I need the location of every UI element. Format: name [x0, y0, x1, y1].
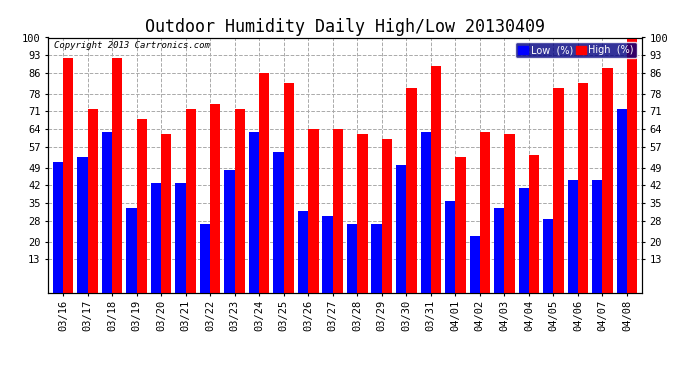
Bar [52, 162, 63, 292]
Bar [480, 132, 490, 292]
Bar [101, 132, 112, 292]
Bar [578, 83, 589, 292]
Bar [568, 180, 578, 292]
Bar [627, 38, 638, 292]
Bar [504, 134, 515, 292]
Bar [470, 236, 480, 292]
Bar [151, 183, 161, 292]
Bar [249, 132, 259, 292]
Bar [224, 170, 235, 292]
Bar [322, 216, 333, 292]
Bar [161, 134, 171, 292]
Bar [445, 201, 455, 292]
Bar [88, 109, 98, 292]
Bar [431, 66, 441, 292]
Bar [553, 88, 564, 292]
Bar [617, 109, 627, 292]
Bar [112, 58, 122, 292]
Bar [273, 152, 284, 292]
Bar [63, 58, 73, 292]
Bar [259, 73, 270, 292]
Bar [235, 109, 245, 292]
Bar [519, 188, 529, 292]
Bar [529, 155, 539, 292]
Bar [308, 129, 319, 292]
Bar [347, 224, 357, 292]
Text: Copyright 2013 Cartronics.com: Copyright 2013 Cartronics.com [55, 41, 210, 50]
Legend: Low  (%), High  (%): Low (%), High (%) [515, 42, 637, 58]
Bar [200, 224, 210, 292]
Bar [298, 211, 308, 292]
Bar [357, 134, 368, 292]
Bar [543, 219, 553, 292]
Title: Outdoor Humidity Daily High/Low 20130409: Outdoor Humidity Daily High/Low 20130409 [145, 18, 545, 36]
Bar [592, 180, 602, 292]
Bar [494, 209, 504, 292]
Bar [396, 165, 406, 292]
Bar [175, 183, 186, 292]
Bar [137, 119, 147, 292]
Bar [284, 83, 294, 292]
Bar [210, 104, 220, 292]
Bar [186, 109, 196, 292]
Bar [382, 140, 392, 292]
Bar [126, 209, 137, 292]
Bar [406, 88, 417, 292]
Bar [77, 158, 88, 292]
Bar [420, 132, 431, 292]
Bar [455, 158, 466, 292]
Bar [371, 224, 382, 292]
Bar [602, 68, 613, 292]
Bar [333, 129, 343, 292]
